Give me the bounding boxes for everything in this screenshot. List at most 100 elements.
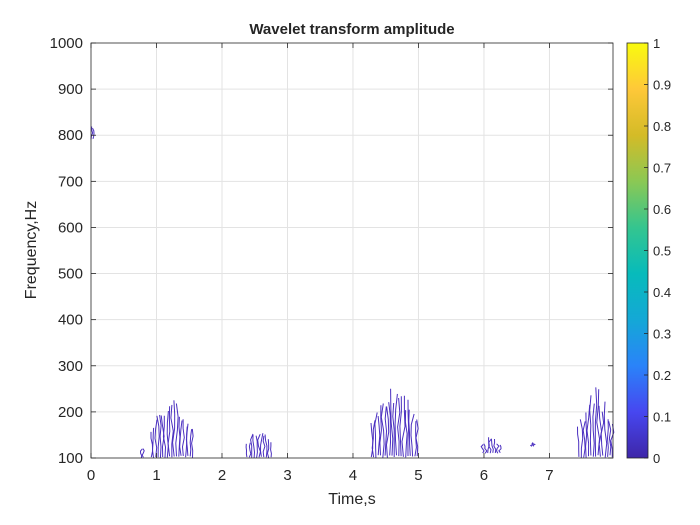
x-tick-label: 4 <box>349 467 357 484</box>
x-axis-ticks: 0 1 2 3 4 5 6 7 <box>87 43 554 484</box>
plot-area <box>91 43 613 458</box>
colorbar-tick-label: 0.8 <box>653 119 671 134</box>
contour-cluster <box>150 400 194 458</box>
contour-line <box>181 419 185 456</box>
colorbar-tick-label: 0.7 <box>653 161 671 176</box>
y-tick-label: 100 <box>58 450 83 467</box>
x-tick-label: 3 <box>283 467 291 484</box>
contour-line <box>592 403 595 457</box>
contour-cluster <box>370 388 419 458</box>
y-tick-label: 300 <box>58 358 83 375</box>
contour-line <box>603 401 608 458</box>
contour-line <box>582 421 586 458</box>
contour-line <box>248 442 252 458</box>
contour-line <box>257 434 261 458</box>
contour-line <box>579 419 584 458</box>
contour-line <box>189 429 193 457</box>
contour-line <box>388 402 392 456</box>
colorbar-tick-label: 0 <box>653 451 660 466</box>
contour-line <box>379 405 382 456</box>
contour-line <box>385 406 390 458</box>
contour-line <box>252 434 256 459</box>
contour-line <box>377 415 381 456</box>
grid-lines <box>91 43 613 458</box>
contour-line <box>493 438 497 454</box>
chart-title: Wavelet transform amplitude <box>249 21 454 38</box>
contour-line <box>374 412 378 458</box>
x-tick-label: 0 <box>87 467 95 484</box>
contour-line <box>410 413 415 457</box>
y-tick-label: 800 <box>58 127 83 144</box>
y-tick-label: 700 <box>58 173 83 190</box>
contour-line <box>259 433 264 457</box>
colorbar-tick-label: 0.4 <box>653 285 671 300</box>
contour-line <box>399 396 402 457</box>
contour-line <box>380 403 385 458</box>
contour-line <box>408 409 411 456</box>
contour-line <box>531 442 536 447</box>
contour-cluster <box>529 442 536 447</box>
contour-cluster <box>577 387 615 458</box>
contour-line <box>371 420 376 458</box>
x-tick-label: 6 <box>480 467 488 484</box>
x-tick-label: 2 <box>218 467 226 484</box>
contour-line <box>415 419 419 457</box>
contour-cluster <box>245 433 272 459</box>
x-tick-label: 1 <box>152 467 160 484</box>
contour-line <box>404 410 408 458</box>
contour-line <box>92 127 95 140</box>
contour-line <box>179 420 183 456</box>
contour-line <box>606 419 609 457</box>
contour-line <box>487 437 490 454</box>
contour-line <box>266 439 270 459</box>
contour-line <box>250 433 254 458</box>
contour-line <box>480 444 485 454</box>
x-tick-label: 5 <box>414 467 422 484</box>
contour-line <box>392 402 395 457</box>
contour-line <box>270 442 272 458</box>
y-tick-label: 600 <box>58 219 83 236</box>
contour-line <box>407 399 410 457</box>
contour-line <box>384 406 388 456</box>
y-tick-label: 400 <box>58 312 83 329</box>
colorbar-tick-label: 0.1 <box>653 410 671 425</box>
contour-line <box>390 388 394 456</box>
contour-line <box>191 428 194 458</box>
contour-line <box>151 427 155 458</box>
contour-line <box>245 443 248 458</box>
y-tick-label: 500 <box>58 266 83 283</box>
contour-line <box>185 423 189 456</box>
colorbar-tick-label: 0.6 <box>653 202 671 217</box>
contour-line <box>496 443 500 454</box>
contour-line <box>141 448 145 458</box>
contour-line <box>483 443 488 454</box>
colorbar-tick-label: 0.5 <box>653 244 671 259</box>
x-tick-label: 7 <box>545 467 553 484</box>
contour-line <box>488 438 492 454</box>
contour-line <box>608 421 612 456</box>
contour-line <box>159 414 162 458</box>
y-tick-label: 1000 <box>50 35 83 52</box>
contour-line <box>175 403 179 457</box>
contour-line <box>594 387 598 457</box>
contour-line <box>586 404 591 457</box>
wavelet-contours <box>90 126 615 459</box>
contour-line <box>490 438 494 453</box>
contour-line <box>166 410 169 458</box>
x-axis-label: Time,s <box>328 491 375 508</box>
contour-line <box>139 448 143 458</box>
colorbar-tick-label: 0.9 <box>653 78 671 93</box>
contour-line <box>172 400 176 457</box>
y-axis-ticks: 100 200 300 400 500 600 700 800 900 1000 <box>50 35 613 467</box>
contour-line <box>162 415 167 458</box>
contour-line <box>156 415 160 458</box>
contour-line <box>394 393 398 456</box>
contour-line <box>577 426 580 457</box>
contour-line <box>589 395 592 456</box>
contour-cluster <box>480 437 502 454</box>
contour-line <box>262 435 266 458</box>
contour-line <box>167 406 171 457</box>
contour-line <box>397 397 401 457</box>
contour-cluster <box>139 448 145 458</box>
